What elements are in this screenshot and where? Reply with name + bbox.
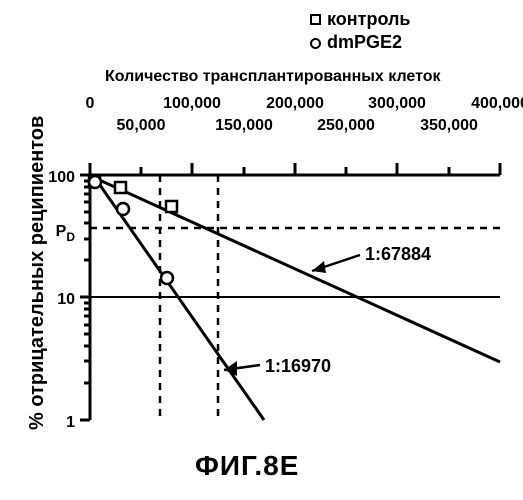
annotation-dmpge2: 1:16970 xyxy=(224,356,331,376)
x-ticks-minor: 50,000 150,000 250,000 350,000 xyxy=(117,117,478,175)
x-tick-label: 400,000 xyxy=(471,95,523,112)
y-tick-label: 1 xyxy=(66,414,75,431)
x-ticks-major: 0 100,000 200,000 300,000 400,000 xyxy=(86,95,523,175)
x-tick-label: 200,000 xyxy=(266,95,324,112)
x-tick-label: 300,000 xyxy=(368,95,426,112)
x-tick-label: 150,000 xyxy=(215,117,273,134)
x-tick-label: 350,000 xyxy=(420,117,478,134)
x-tick-label: 50,000 xyxy=(117,117,166,134)
ratio-control: 1:67884 xyxy=(365,244,431,264)
x-tick-label: 0 xyxy=(86,95,95,112)
annotation-control: 1:67884 xyxy=(312,244,431,273)
x-tick-label: 100,000 xyxy=(163,95,221,112)
y-pd-label: PD xyxy=(56,223,76,244)
ratio-dmpge2: 1:16970 xyxy=(265,356,331,376)
plot-area: 0 100,000 200,000 300,000 400,000 50,000… xyxy=(48,95,523,431)
series-control-line xyxy=(95,178,500,362)
y-tick-label: 100 xyxy=(48,169,75,186)
chart: 0 100,000 200,000 300,000 400,000 50,000… xyxy=(0,0,523,500)
x-tick-label: 250,000 xyxy=(317,117,375,134)
y-ticks: 100 10 1 PD xyxy=(48,169,90,431)
y-tick-label: 10 xyxy=(57,291,75,308)
